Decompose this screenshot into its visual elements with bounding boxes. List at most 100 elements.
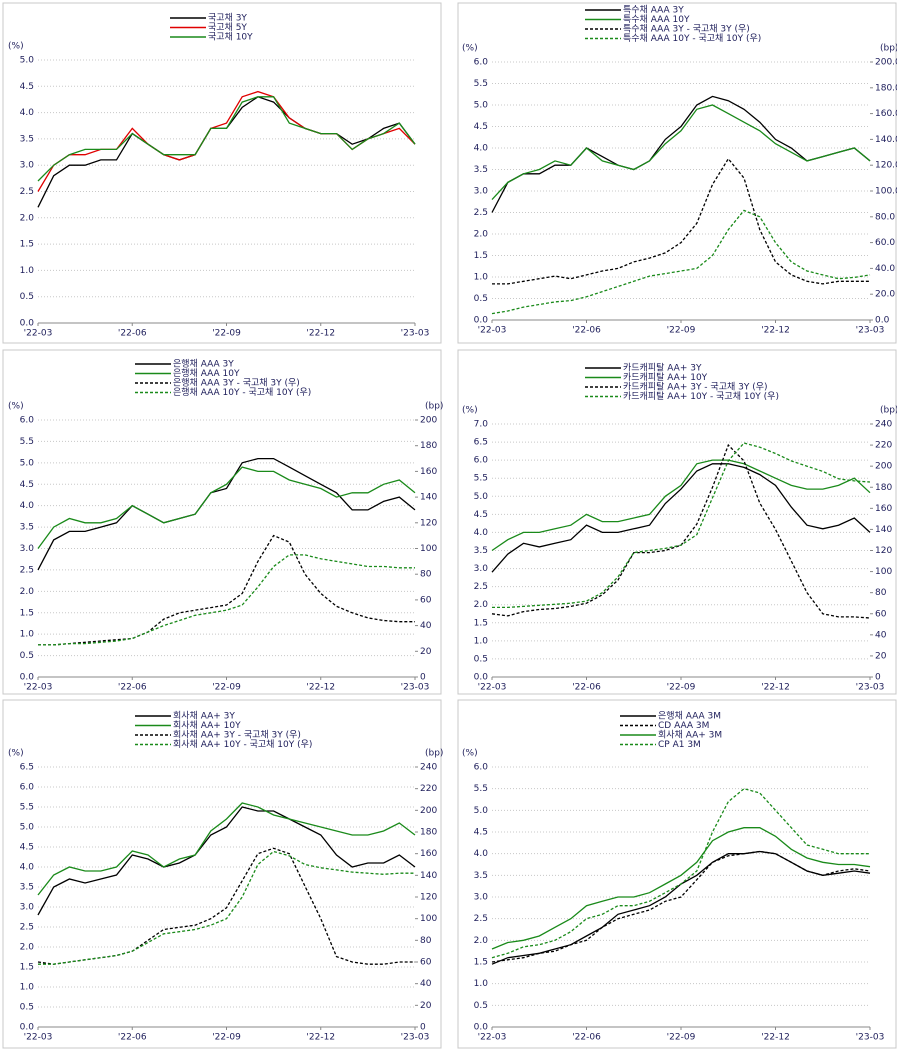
series-line (37, 466, 416, 549)
panel (457, 699, 897, 1049)
legend-label: 국고채 5Y (208, 22, 247, 33)
y-tick-label: 3.0 (20, 544, 35, 554)
x-tick-label: '22-09 (667, 1033, 696, 1043)
legend-label: 카드캐피탈 AA+ 3Y - 국고채 3Y (우) (623, 382, 768, 393)
y-tick-label: 1.5 (474, 958, 488, 968)
y-tick-label: 4.0 (474, 849, 489, 859)
y-tick-label: 1.5 (20, 608, 34, 618)
y-tick-label: 5.5 (474, 474, 488, 484)
y-tick-label: 3.0 (474, 893, 489, 903)
x-tick-label: '22-06 (118, 329, 147, 339)
y-tick-label: 6.5 (20, 763, 34, 773)
y-tick-label: 1.0 (474, 273, 489, 283)
y-tick-label: 6.0 (20, 783, 35, 793)
y-tick-label: 3.0 (20, 903, 35, 913)
y2-tick-label: 200.0 (875, 58, 897, 68)
y-tick-label: 0.5 (20, 651, 34, 661)
legend-label: 국고채 3Y (208, 13, 247, 24)
y-tick-label: 4.5 (474, 122, 488, 132)
y2-tick-label: 140 (420, 493, 437, 503)
y-tick-label: 0.0 (474, 673, 489, 683)
y-tick-label: 5.0 (20, 458, 35, 468)
x-tick-label: '22-09 (212, 1033, 241, 1043)
y2-tick-label: 20 (420, 647, 432, 657)
x-tick-label: '22-03 (478, 683, 507, 693)
y2-axis-label: (bp) (880, 44, 897, 54)
series-line (38, 850, 415, 965)
legend-label: 카드캐피탈 AA+ 3Y (623, 363, 702, 374)
legend-label: CP A1 3M (658, 740, 701, 750)
y-tick-label: 1.5 (20, 963, 34, 973)
x-tick-label: '22-12 (761, 683, 790, 693)
y-tick-label: 4.5 (20, 82, 34, 92)
x-tick-label: '22-12 (306, 329, 335, 339)
y2-tick-label: 180 (420, 441, 437, 451)
legend-label: 회사채 AA+ 3Y - 국고채 3Y (우) (173, 730, 301, 741)
panel (457, 349, 897, 695)
y-tick-label: 4.0 (20, 108, 35, 118)
x-tick-label: '22-06 (572, 683, 601, 693)
y-tick-label: 1.5 (474, 251, 488, 261)
y-tick-label: 6.5 (474, 438, 488, 448)
y-tick-label: 4.0 (474, 528, 489, 538)
y-tick-label: 0.0 (474, 316, 489, 326)
x-tick-label: '22-12 (761, 1033, 790, 1043)
legend-label: 카드캐피탈 AA+ 10Y - 국고채 10Y (우) (623, 391, 779, 402)
y2-tick-label: 80 (420, 936, 432, 946)
y-tick-label: 0.5 (474, 294, 488, 304)
x-tick-label: '22-06 (118, 683, 147, 693)
series-line (37, 96, 416, 182)
series-line (38, 554, 415, 646)
y2-tick-label: 0 (420, 673, 426, 683)
panel (2, 699, 442, 1049)
legend-label: 회사채 AA+ 10Y (173, 720, 241, 731)
y2-tick-label: 180.0 (875, 83, 897, 93)
y-tick-label: 1.5 (20, 240, 34, 250)
y2-tick-label: 40 (420, 979, 432, 989)
y-tick-label: 2.0 (20, 213, 35, 223)
y2-tick-label: 40 (875, 630, 887, 640)
y-tick-label: 5.5 (20, 803, 34, 813)
x-tick-label: '22-06 (572, 326, 601, 336)
series-line (491, 850, 871, 963)
y2-tick-label: 200 (875, 462, 892, 472)
y-tick-label: 3.5 (20, 134, 34, 144)
series-line (491, 104, 871, 201)
x-tick-label: '22-06 (118, 1033, 147, 1043)
legend-label: 은행채 AAA 3Y - 국고채 3Y (우) (173, 377, 300, 389)
x-tick-label: '22-06 (572, 1033, 601, 1043)
y-tick-label: 6.0 (474, 763, 489, 773)
y-tick-label: 3.0 (474, 564, 489, 574)
y-tick-label: 6.0 (474, 456, 489, 466)
y-tick-label: 2.5 (20, 923, 34, 933)
series-line (37, 802, 416, 896)
x-tick-label: '23-03 (401, 329, 430, 339)
y-tick-label: 3.5 (474, 546, 488, 556)
x-tick-label: '22-03 (24, 329, 53, 339)
x-tick-label: '22-09 (212, 329, 241, 339)
legend-label: 국고채 10Y (208, 32, 253, 43)
legend-label: 은행채 AAA 10Y - 국고채 10Y (우) (173, 386, 311, 398)
y-tick-label: 3.5 (20, 523, 34, 533)
y-tick-label: 3.5 (20, 883, 34, 893)
y2-tick-label: 20 (875, 651, 887, 661)
legend-label: 특수채 AAA 10Y (623, 14, 690, 25)
y-tick-label: 2.0 (474, 600, 489, 610)
y2-tick-label: 60.0 (875, 238, 895, 248)
y-tick-label: 3.5 (474, 165, 488, 175)
y2-tick-label: 240 (420, 763, 437, 773)
x-tick-label: '22-12 (306, 1033, 335, 1043)
legend-label: CD AAA 3M (658, 721, 709, 731)
y2-tick-label: 140 (875, 525, 892, 535)
y-tick-label: 2.5 (20, 187, 34, 197)
y2-tick-label: 40.0 (875, 264, 895, 274)
y-tick-label: 5.0 (474, 492, 489, 502)
legend-label: 특수채 AAA 3Y - 국고채 3Y (우) (623, 24, 750, 35)
x-tick-label: '22-09 (667, 326, 696, 336)
panel (2, 349, 442, 695)
y2-tick-label: 100.0 (875, 187, 897, 197)
y2-tick-label: 100 (875, 567, 892, 577)
x-tick-label: '22-03 (24, 683, 53, 693)
y2-tick-label: 80 (420, 570, 432, 580)
